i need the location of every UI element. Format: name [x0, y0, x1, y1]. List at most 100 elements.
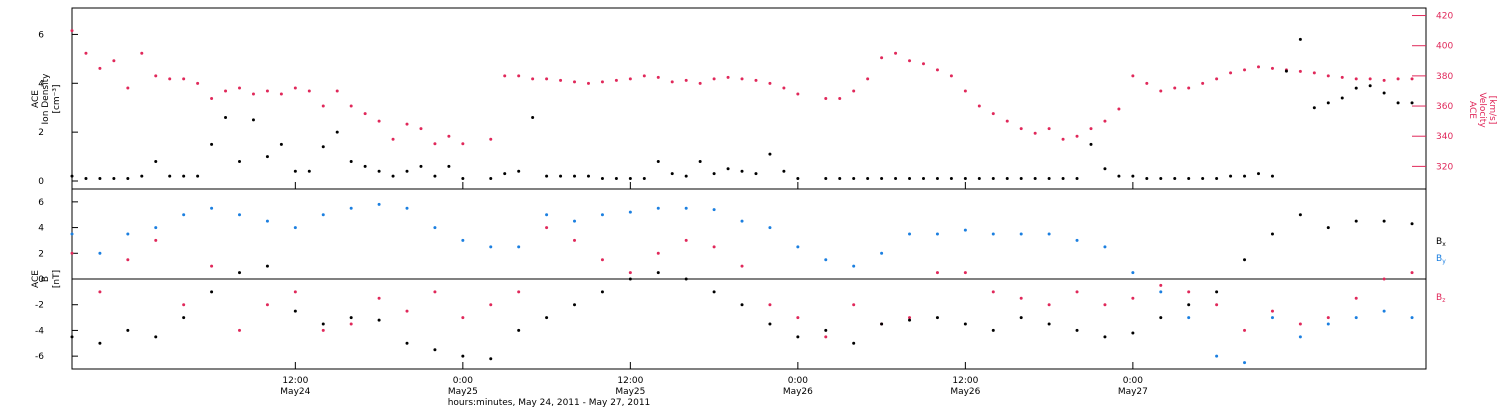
density-point — [1410, 101, 1414, 105]
velocity-point — [307, 89, 311, 93]
bx-point — [908, 318, 912, 322]
top-left-tick-label: 0 — [38, 177, 44, 187]
density-point — [586, 174, 590, 178]
density-point — [1229, 174, 1233, 178]
bx-point — [1131, 331, 1135, 335]
by-point — [1410, 316, 1414, 320]
x-tick-time: 12:00 — [952, 376, 978, 386]
density-point — [224, 115, 228, 119]
velocity-point — [935, 68, 939, 72]
bx-point — [405, 341, 409, 345]
velocity-point — [140, 51, 144, 55]
velocity-point — [726, 75, 730, 79]
density-point — [573, 174, 577, 178]
bz-point — [1159, 283, 1163, 287]
bx-point — [154, 335, 158, 339]
velocity-point — [1396, 77, 1400, 81]
legend-bz: Bz — [1436, 293, 1445, 304]
by-point — [991, 232, 995, 236]
bx-point — [1019, 316, 1023, 320]
density-point — [1340, 96, 1344, 100]
velocity-point — [991, 112, 995, 116]
top-right-tick-label: 320 — [1436, 162, 1453, 172]
density-point — [949, 177, 953, 181]
by-point — [405, 206, 409, 210]
by-point — [684, 206, 688, 210]
velocity-point — [363, 112, 367, 116]
density-point — [921, 177, 925, 181]
bz-point — [98, 290, 102, 294]
bx-point — [1298, 213, 1302, 217]
velocity-point — [447, 134, 451, 138]
bx-point — [349, 316, 353, 320]
bz-point — [935, 271, 939, 275]
velocity-point — [1131, 74, 1135, 78]
density-point — [782, 169, 786, 173]
density-point — [307, 169, 311, 173]
ticks-layer: 0246320340360380400420-6-4-2024612:00May… — [35, 12, 1453, 397]
by-point — [154, 226, 158, 230]
bx-point — [545, 316, 549, 320]
density-point — [126, 177, 130, 181]
bz-point — [489, 303, 493, 307]
x-tick-date: May25 — [448, 387, 478, 397]
velocity-point — [1145, 81, 1149, 85]
by-point — [1298, 335, 1302, 339]
bottom-left-tick-label: 2 — [38, 249, 44, 259]
density-point — [852, 177, 856, 181]
top-left-tick-label: 4 — [38, 79, 44, 89]
velocity-point — [1256, 65, 1260, 69]
bz-point — [1410, 271, 1414, 275]
velocity-point — [98, 66, 102, 70]
velocity-point — [908, 59, 912, 63]
velocity-point — [210, 97, 214, 100]
density-point — [768, 152, 772, 156]
velocity-point — [1173, 86, 1177, 90]
density-point — [628, 177, 632, 181]
top-right-ylabel-2: Velocity — [1477, 92, 1487, 128]
bx-point — [712, 290, 716, 294]
bottom-left-ylabel-1: ACE — [31, 270, 41, 288]
bx-point — [1326, 226, 1330, 230]
bx-point — [70, 335, 74, 339]
bx-point — [852, 341, 856, 345]
bz-point — [656, 251, 660, 255]
velocity-point — [1243, 68, 1247, 72]
top-right-ylabel-1: ACE — [1467, 101, 1477, 119]
velocity-point — [1103, 119, 1107, 123]
by-point — [293, 226, 297, 230]
by-point — [1326, 322, 1330, 326]
bz-point — [1354, 296, 1358, 300]
by-point — [600, 213, 604, 217]
density-point — [642, 177, 646, 181]
velocity-point — [545, 77, 549, 81]
by-point — [98, 251, 102, 255]
velocity-point — [126, 86, 130, 90]
by-point — [712, 208, 716, 212]
density-point — [1159, 177, 1163, 181]
velocity-point — [573, 80, 577, 84]
bx-point — [321, 322, 325, 326]
bx-point — [600, 290, 604, 294]
by-point — [1354, 316, 1358, 320]
density-point — [182, 174, 186, 178]
by-point — [1382, 309, 1386, 313]
top-panel-frame — [71, 7, 1427, 190]
bz-point — [405, 309, 409, 313]
velocity-point — [1368, 77, 1372, 81]
density-point — [600, 177, 604, 181]
density-point — [963, 177, 967, 181]
density-point — [1201, 177, 1205, 181]
bz-point — [154, 238, 158, 242]
bx-point — [98, 341, 102, 345]
by-point — [517, 245, 521, 249]
bz-point — [210, 264, 214, 268]
by-point — [1159, 290, 1163, 294]
density-point — [238, 159, 242, 163]
bz-point — [684, 238, 688, 242]
density-point — [70, 174, 74, 178]
bx-point — [573, 303, 577, 307]
velocity-point — [531, 77, 535, 81]
density-point — [531, 115, 535, 119]
